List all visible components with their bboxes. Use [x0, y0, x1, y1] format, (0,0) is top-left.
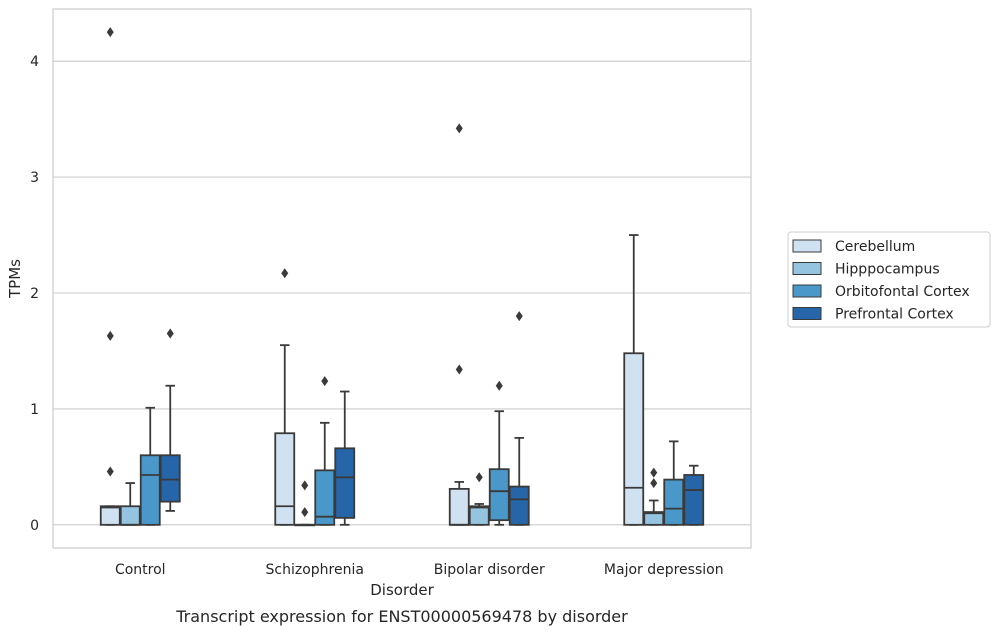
box-body — [623, 352, 645, 526]
legend-label: Hipppocampus — [835, 262, 940, 278]
legend-swatch — [792, 307, 822, 320]
legend-label: Prefrontal Cortex — [835, 307, 954, 323]
box-3-2 — [663, 440, 685, 526]
outlier-point — [475, 472, 483, 483]
outlier-point — [455, 364, 463, 375]
x-tick-label: Major depression — [604, 562, 724, 578]
box-body — [139, 454, 161, 526]
box-3-0 — [623, 234, 645, 526]
box-0-0 — [99, 27, 121, 526]
box-1-0 — [274, 268, 296, 526]
box-body — [334, 447, 356, 519]
y-tick-label: 1 — [30, 402, 39, 418]
legend-frame — [787, 231, 991, 328]
chart-title: Transcript expression for ENST0000056947… — [175, 607, 628, 626]
outlier-point — [650, 478, 658, 489]
box-body — [508, 485, 530, 526]
outlier-point — [281, 268, 289, 279]
box-body — [663, 478, 685, 526]
plot-frame — [52, 8, 752, 549]
y-axis-label: TPMs — [6, 259, 24, 299]
box-body — [99, 505, 121, 526]
outlier-point — [106, 330, 114, 341]
outlier-point — [301, 507, 309, 518]
box-body — [159, 454, 181, 503]
legend-swatch — [792, 284, 822, 298]
y-tick-label: 0 — [30, 518, 39, 534]
box-2-2 — [488, 380, 510, 526]
y-tick-label: 4 — [30, 54, 39, 70]
legend-label: Cerebellum — [835, 239, 915, 255]
outlier-point — [106, 27, 114, 38]
legend-swatch — [792, 262, 822, 275]
box-2-3 — [508, 311, 530, 526]
box-body — [468, 505, 490, 526]
x-tick-label: Schizophrenia — [266, 562, 364, 578]
box-body — [314, 469, 336, 526]
x-axis-ticks: Control Schizophrenia Bipolar disorder Majo… — [115, 562, 724, 578]
box-1-1 — [294, 480, 316, 527]
y-tick-label: 2 — [30, 286, 39, 302]
legend-swatch — [792, 239, 822, 253]
legend-label: Orbitofontal Cortex — [835, 284, 970, 300]
outlier-point — [301, 480, 309, 491]
legend: Cerebellum Hipppocampus Orbitofontal Corte… — [787, 231, 991, 328]
box-1-2 — [314, 376, 336, 526]
box-2-0 — [448, 123, 470, 526]
outlier-point — [650, 467, 658, 478]
outlier-point — [515, 311, 523, 322]
plot-boxes — [99, 27, 705, 527]
outlier-point — [321, 376, 329, 387]
box-body — [119, 505, 141, 526]
box-body — [448, 487, 470, 526]
box-0-1 — [119, 482, 141, 526]
outlier-point — [495, 380, 503, 391]
box-body — [683, 474, 705, 526]
x-axis-label: Disorder — [370, 581, 434, 599]
box-1-3 — [334, 390, 356, 526]
box-3-3 — [683, 464, 705, 526]
box-body — [488, 468, 510, 522]
y-axis-ticks: 0 1 2 3 4 — [30, 54, 39, 534]
box-3-1 — [643, 467, 665, 526]
x-tick-label: Bipolar disorder — [434, 562, 545, 578]
outlier-point — [166, 328, 174, 339]
box-body — [274, 432, 296, 526]
y-tick-label: 3 — [30, 170, 39, 186]
outlier-point — [455, 123, 463, 134]
box-0-3 — [159, 328, 181, 512]
box-2-1 — [468, 472, 490, 526]
box-0-2 — [139, 406, 161, 526]
x-tick-label: Control — [115, 562, 166, 578]
box-body — [643, 511, 665, 526]
outlier-point — [106, 466, 114, 477]
